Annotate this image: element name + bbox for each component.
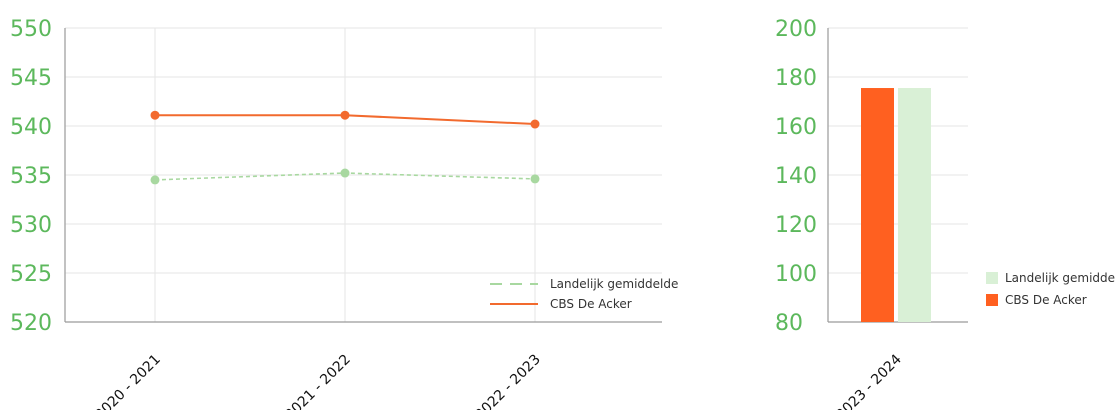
line-point [150,175,160,185]
line-xtick-label: 2020 - 2021 [92,352,164,410]
line-ytick-label: 520 [10,311,52,336]
bar-xtick-label: 2023 - 2024 [833,351,905,410]
bar-ytick-label: 160 [775,115,817,140]
line-xtick-label: 2021 - 2022 [282,352,354,410]
line-point [340,110,350,120]
bar-ytick-label: 80 [775,311,803,336]
bar-ytick-label: 200 [775,17,817,42]
line-chart: 520 525 530 535 540 545 550 2020 - 2021 2021 - 2… [10,17,678,410]
bar-0 [861,88,894,323]
line-ytick-label: 525 [10,262,52,287]
bar-legend-label: CBS De Acker [1005,293,1087,307]
line-point [150,110,160,120]
line-ytick-label: 545 [10,66,52,91]
line-ytick-label: 535 [10,164,52,189]
bar-legend-swatch [986,294,998,306]
bar-ytick-label: 180 [775,66,817,91]
line-ytick-label: 540 [10,115,52,140]
line-xtick-label: 2022 - 2023 [472,352,544,410]
line-point [530,119,540,129]
bar-1 [898,88,931,323]
bar-ytick-label: 100 [775,262,817,287]
bar-chart: 80 100 120 140 160 180 200 2023 - 2024 Landelijk… [775,17,1115,410]
line-legend-label: CBS De Acker [550,297,632,311]
bar-legend-swatch [986,272,998,284]
line-ytick-label: 550 [10,17,52,42]
line-ytick-label: 530 [10,213,52,238]
bar-ytick-label: 140 [775,164,817,189]
line-point [340,168,350,178]
line-legend-label: Landelijk gemiddelde [550,277,678,291]
bar-legend-label: Landelijk gemiddelde [1005,271,1115,285]
line-point [530,174,540,184]
bar-ytick-label: 120 [775,213,817,238]
